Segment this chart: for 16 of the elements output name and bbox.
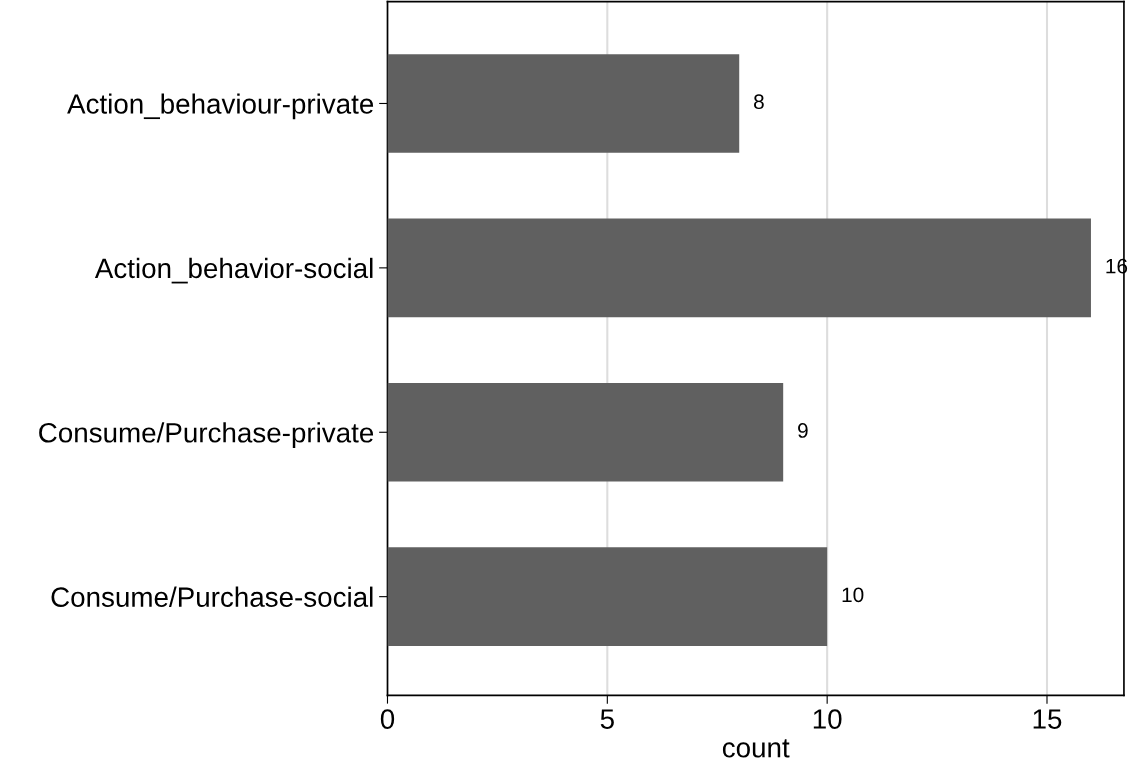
x-axis-title: count [722,739,790,758]
x-tick-label: 10 [813,709,842,729]
bar [387,218,1091,318]
y-tick-label: Action_behavior-social [94,257,373,284]
y-tick-label: Consume/Purchase-private [39,422,374,449]
data-label: 9 [798,423,808,438]
bar [387,54,740,153]
x-tick-label: 15 [1033,709,1062,729]
x-tick-label: 0 [380,709,395,729]
bar [387,382,784,482]
x-tick-label: 5 [600,709,614,729]
y-tick-label: Consume/Purchase-social [51,586,373,607]
bar [387,547,828,646]
y-tick-label: Action_behaviour-private [67,93,374,120]
data-label: 10 [842,587,864,603]
data-label: 8 [754,94,764,110]
